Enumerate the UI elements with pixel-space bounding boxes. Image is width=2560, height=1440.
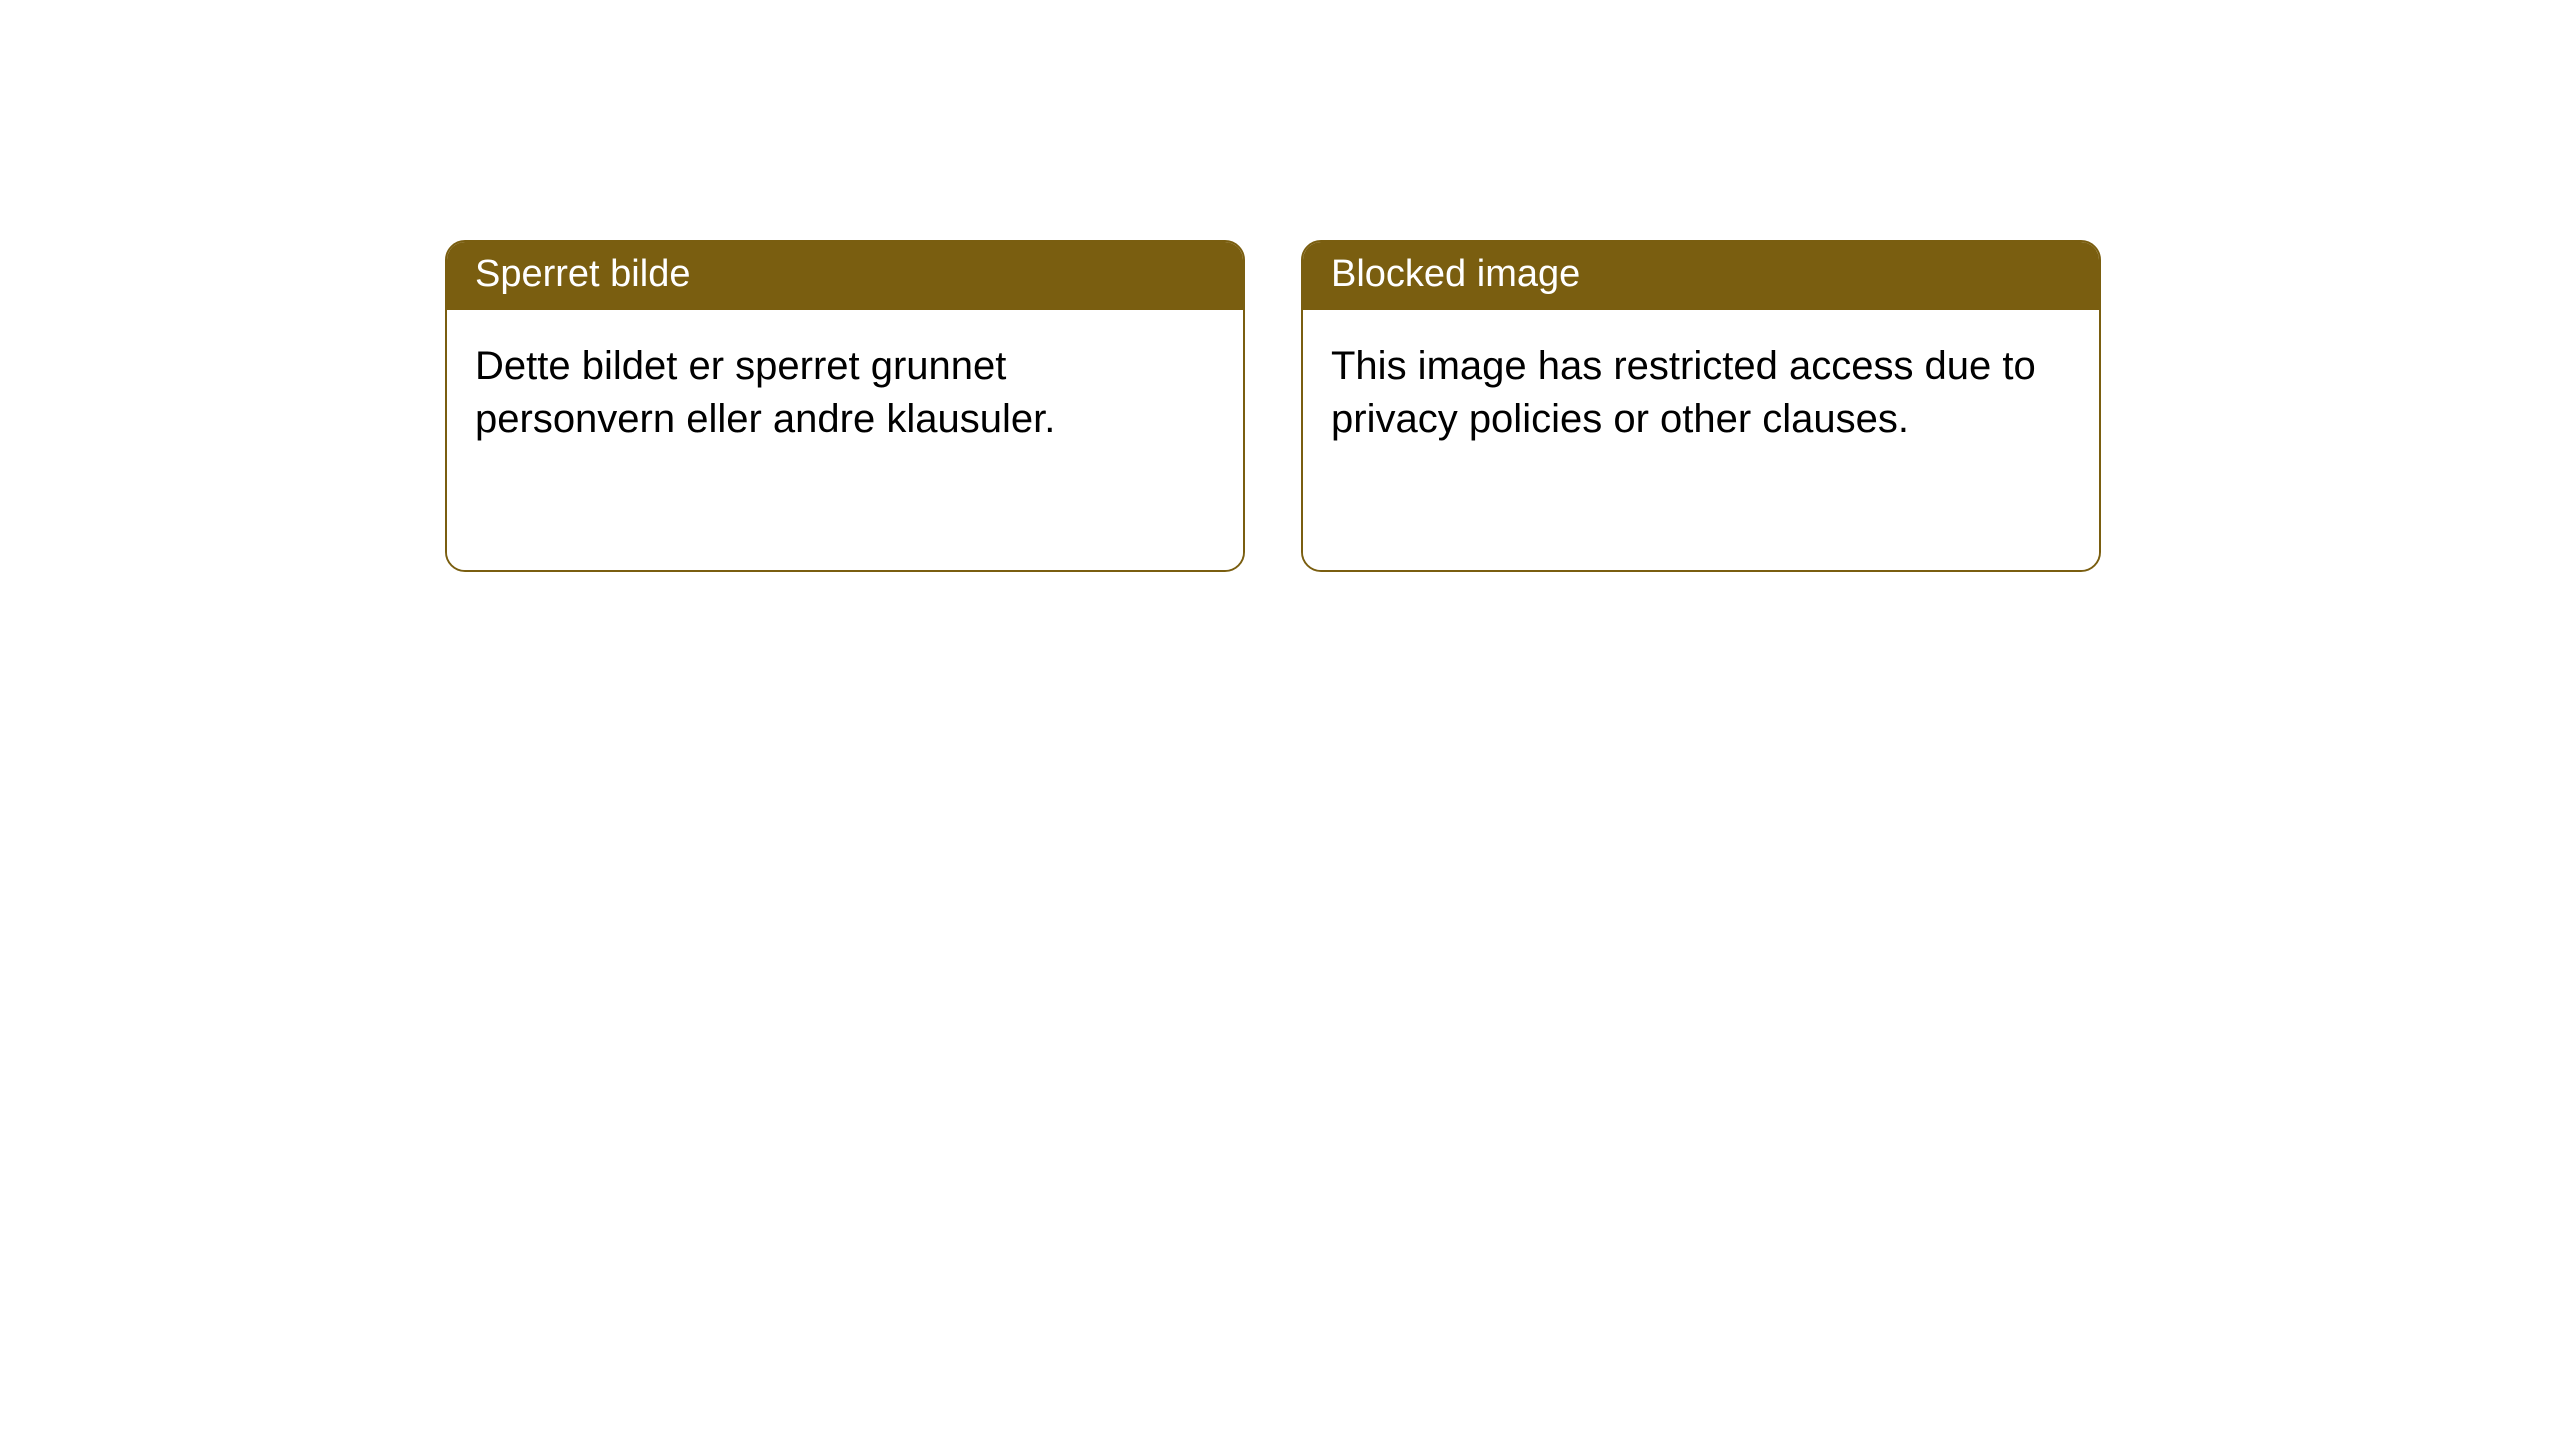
card-text-en: This image has restricted access due to … bbox=[1331, 344, 2036, 441]
card-title-no: Sperret bilde bbox=[475, 253, 690, 295]
card-text-no: Dette bildet er sperret grunnet personve… bbox=[475, 344, 1055, 441]
card-header-en: Blocked image bbox=[1303, 242, 2099, 310]
card-body-no: Dette bildet er sperret grunnet personve… bbox=[447, 310, 1243, 570]
card-header-no: Sperret bilde bbox=[447, 242, 1243, 310]
blocked-image-card-en: Blocked image This image has restricted … bbox=[1301, 240, 2101, 572]
blocked-image-card-no: Sperret bilde Dette bildet er sperret gr… bbox=[445, 240, 1245, 572]
notice-cards-row: Sperret bilde Dette bildet er sperret gr… bbox=[445, 240, 2101, 572]
card-title-en: Blocked image bbox=[1331, 253, 1580, 295]
card-body-en: This image has restricted access due to … bbox=[1303, 310, 2099, 570]
